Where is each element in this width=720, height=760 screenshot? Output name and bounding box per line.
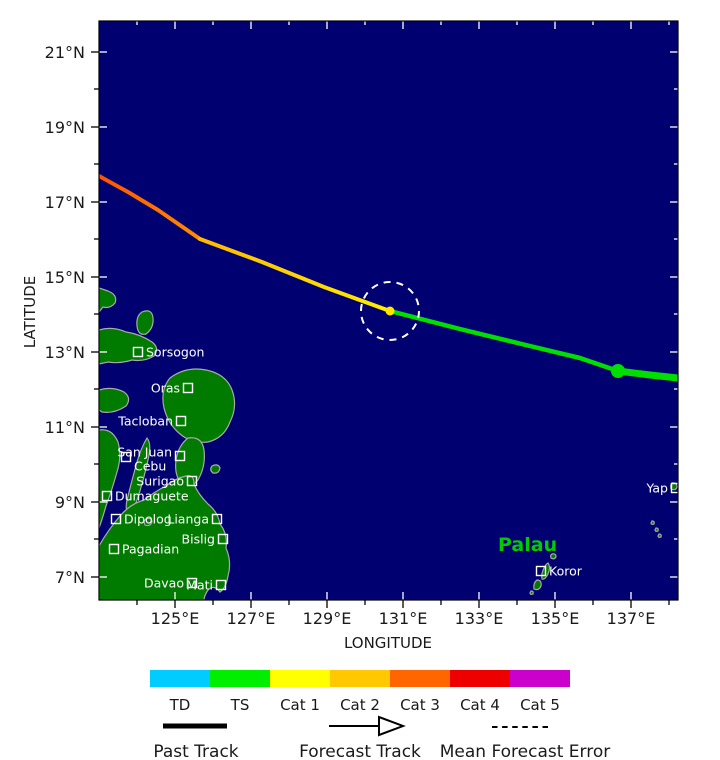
mean-forecast-error-label: Mean Forecast Error	[440, 742, 611, 760]
map-frame	[98, 20, 679, 601]
landmass	[529, 590, 534, 595]
x-tick-label: 125°E	[151, 609, 200, 628]
city-label-dipolog: Dipolog	[124, 512, 172, 527]
forecast-track-arrowhead-icon	[378, 715, 406, 737]
city-label-bislig: Bislig	[182, 532, 215, 547]
city-marker-sorsogon	[132, 346, 144, 358]
legend-swatch-cat-4	[450, 670, 510, 687]
landmass	[162, 368, 236, 443]
y-tick-label: 15°N	[45, 268, 85, 287]
x-tick-label: 131°E	[379, 609, 428, 628]
landmass	[533, 579, 542, 591]
legend-swatch-cat-3	[390, 670, 450, 687]
city-marker-davao	[186, 577, 198, 589]
city-label-oras: Oras	[151, 381, 180, 396]
city-marker-cebu	[120, 451, 132, 463]
legend-swatch-td	[150, 670, 210, 687]
landmass	[650, 520, 655, 525]
city-marker-oras	[182, 382, 194, 394]
x-tick-label: 133°E	[455, 609, 504, 628]
region-label-palau: Palau	[498, 534, 557, 556]
landmass	[99, 287, 117, 313]
city-label-davao: Davao	[144, 576, 184, 591]
y-tick-label: 7°N	[55, 568, 85, 587]
city-label-dumaguete: Dumaguete	[115, 489, 189, 504]
y-tick-label: 11°N	[45, 418, 85, 437]
city-label-cebu: Cebu	[134, 459, 166, 474]
legend-category-label: Cat 5	[520, 696, 560, 714]
legend-swatch-cat-1	[270, 670, 330, 687]
legend-swatch-ts	[210, 670, 270, 687]
y-axis-title: LATITUDE	[21, 276, 39, 349]
city-label-mati: Mati	[186, 578, 213, 593]
track-cat3	[99, 174, 202, 241]
legend-category-label: Cat 3	[400, 696, 440, 714]
x-axis-title: LONGITUDE	[344, 634, 432, 652]
forecast-track-label: Forecast Track	[299, 742, 421, 760]
past-track-label: Past Track	[153, 742, 238, 760]
landmass	[550, 553, 557, 560]
city-label-sorsogon: Sorsogon	[146, 345, 204, 360]
track-ts-past	[614, 367, 678, 382]
legend-swatch-cat-2	[330, 670, 390, 687]
landmass	[657, 533, 662, 538]
storm-track	[99, 174, 678, 382]
track-ts-forecast	[387, 308, 621, 374]
landmass	[99, 475, 231, 600]
x-tick-label: 137°E	[607, 609, 656, 628]
y-tick-label: 9°N	[55, 493, 85, 512]
x-tick-label: 129°E	[303, 609, 352, 628]
track-cat1	[198, 237, 392, 313]
y-tick-label: 13°N	[45, 343, 85, 362]
x-tick-label: 127°E	[227, 609, 276, 628]
city-marker-dipolog	[110, 513, 122, 525]
y-tick-label: 19°N	[45, 118, 85, 137]
city-marker-tacloban	[175, 415, 187, 427]
landmass	[210, 464, 221, 474]
landmass	[654, 527, 659, 532]
current-position-dot	[611, 364, 625, 378]
city-marker-surigao	[186, 475, 198, 487]
landmasses	[99, 287, 678, 600]
city-label-pagadian: Pagadian	[122, 542, 179, 557]
landmass	[136, 310, 154, 335]
legend-swatch-cat-5	[510, 670, 570, 687]
city-marker-san-juan	[174, 450, 186, 462]
landmass	[99, 387, 130, 413]
landmass	[143, 517, 153, 527]
landmass	[99, 429, 121, 529]
city-marker-pagadian	[108, 543, 120, 555]
city-label-koror: Koror	[549, 564, 583, 579]
legend-category-label: Cat 1	[280, 696, 320, 714]
city-marker-dumaguete	[101, 490, 113, 502]
city-marker-bislig	[217, 533, 229, 545]
legend-category-label: TS	[230, 696, 250, 714]
city-marker-yap	[670, 482, 682, 494]
city-marker-lianga	[211, 513, 223, 525]
x-tick-label: 135°E	[531, 609, 580, 628]
city-label-lianga: Lianga	[167, 512, 209, 527]
city-label-tacloban: Tacloban	[117, 414, 173, 429]
legend-category-label: Cat 2	[340, 696, 380, 714]
y-tick-label: 17°N	[45, 193, 85, 212]
city-marker-mati	[215, 579, 227, 591]
legend-category-label: Cat 4	[460, 696, 500, 714]
forecast-position-dot	[385, 306, 395, 316]
legend-category-label: TD	[169, 696, 191, 714]
city-marker-koror	[535, 565, 547, 577]
mean-forecast-error-circle	[360, 281, 420, 341]
city-label-yap: Yap	[645, 481, 668, 496]
city-label-surigao: Surigao	[136, 474, 184, 489]
y-tick-label: 21°N	[45, 43, 85, 62]
